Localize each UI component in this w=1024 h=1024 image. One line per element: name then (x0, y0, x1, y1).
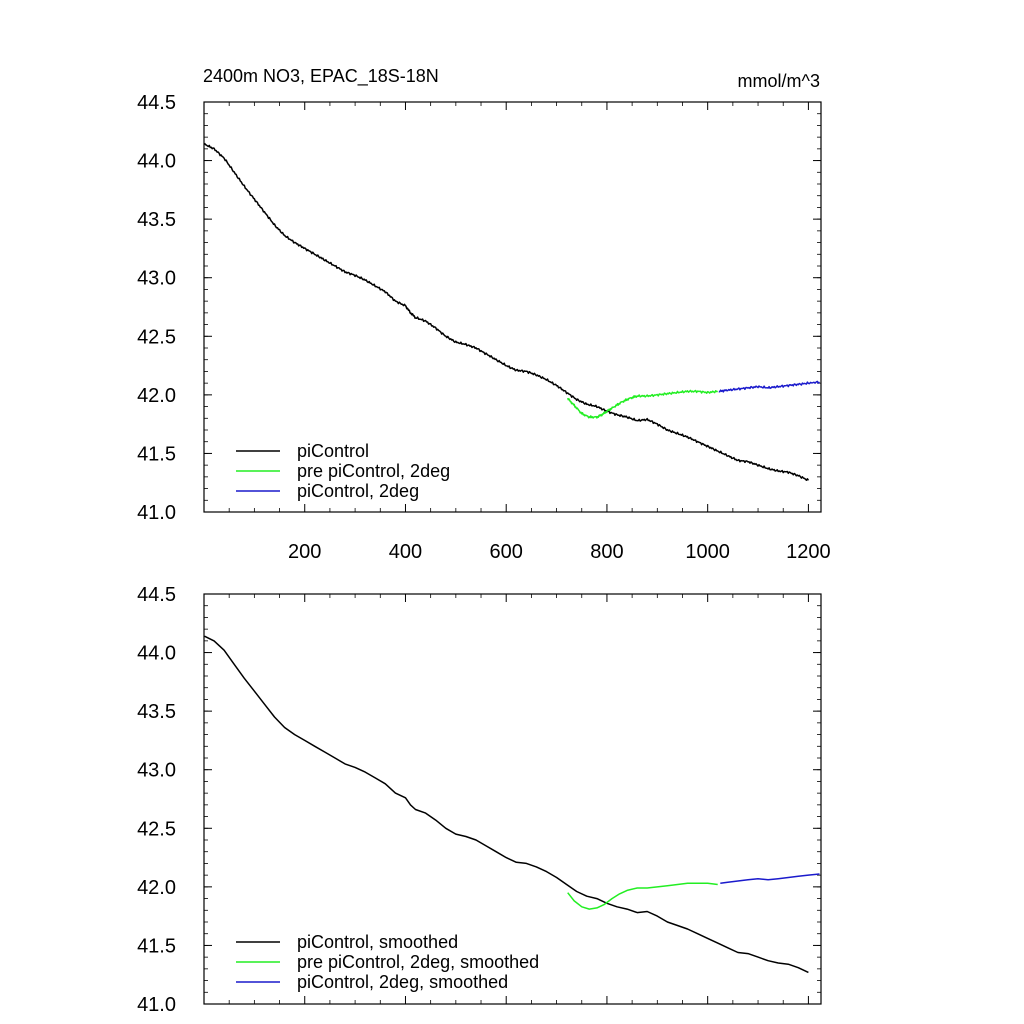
plot-frame (203, 101, 822, 513)
top-panel: 2400m NO3, EPAC_18S-18N mmol/m^3 41.041.… (137, 66, 831, 563)
legend-label: piControl (297, 441, 369, 461)
y-tick-label: 44.0 (137, 151, 176, 173)
y-tick-label: 42.5 (137, 818, 176, 840)
legend-item: piControl, smoothed (236, 932, 458, 952)
legend-item: piControl, 2deg, smoothed (236, 972, 508, 992)
legend-item: pre piControl, 2deg, smoothed (236, 952, 539, 972)
y-tick-label: 42.0 (137, 385, 176, 407)
y-tick-label: 43.5 (137, 701, 176, 723)
series-line (203, 142, 810, 481)
y-tick-label: 41.0 (137, 994, 176, 1016)
y-tick-label: 42.0 (137, 877, 176, 899)
series-line (567, 882, 718, 910)
legend: piControl, smoothed pre piControl, 2deg,… (236, 932, 539, 992)
y-tick-label: 41.5 (137, 935, 176, 957)
y-tick-label: 43.0 (137, 268, 176, 290)
y-tick-label: 44.0 (137, 643, 176, 665)
legend-label: piControl, 2deg (297, 481, 419, 501)
bottom-panel: 41.0 41.5 42.0 42.5 43.0 43.5 44.0 44.5 piContr… (137, 584, 822, 1016)
x-tick-label: 200 (288, 541, 321, 563)
plot-frame (203, 593, 822, 1005)
major-ticks (204, 101, 821, 513)
series-lines (203, 142, 821, 481)
chart-units: mmol/m^3 (738, 71, 820, 91)
legend-item: pre piControl, 2deg (236, 461, 450, 481)
x-tick-label: 600 (490, 541, 523, 563)
y-tick-label: 43.0 (137, 760, 176, 782)
x-tick-label: 400 (389, 541, 422, 563)
chart-title: 2400m NO3, EPAC_18S-18N (203, 66, 439, 87)
major-ticks (204, 593, 821, 1005)
y-tick-label: 44.5 (137, 584, 176, 606)
legend-label: piControl, smoothed (297, 932, 458, 952)
series-line (720, 873, 820, 885)
y-tick-label: 43.5 (137, 209, 176, 231)
legend: piControl pre piControl, 2deg piControl,… (236, 441, 450, 501)
legend-label: piControl, 2deg, smoothed (297, 972, 508, 992)
legend-label: pre piControl, 2deg (297, 461, 450, 481)
y-tick-labels: 41.0 41.5 42.0 42.5 43.0 43.5 44.0 44.5 (137, 92, 176, 524)
legend-item: piControl, 2deg (236, 481, 419, 501)
y-tick-label: 41.0 (137, 502, 176, 524)
legend-item: piControl (236, 441, 369, 461)
series-line (204, 635, 809, 974)
y-tick-labels: 41.0 41.5 42.0 42.5 43.0 43.5 44.0 44.5 (137, 584, 176, 1016)
legend-label: pre piControl, 2deg, smoothed (297, 952, 539, 972)
series-line (566, 389, 718, 419)
x-tick-label: 1200 (786, 541, 831, 563)
y-tick-label: 42.5 (137, 326, 176, 348)
x-tick-labels: 200 400 600 800 1000 1200 (288, 541, 831, 563)
x-tick-label: 800 (590, 541, 623, 563)
series-line (718, 380, 821, 393)
y-tick-label: 44.5 (137, 92, 176, 114)
x-tick-label: 1000 (685, 541, 730, 563)
series-lines (204, 635, 820, 974)
y-tick-label: 41.5 (137, 443, 176, 465)
